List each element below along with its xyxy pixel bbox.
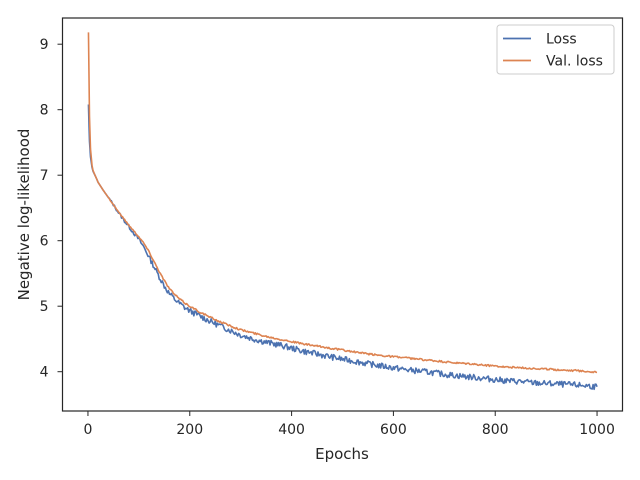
y-tick-label: 8 — [40, 103, 49, 119]
x-tick-label: 1000 — [579, 422, 615, 438]
legend-label-loss: Loss — [546, 32, 577, 48]
y-tick-label: 4 — [40, 365, 49, 381]
y-tick-label: 6 — [40, 234, 49, 250]
y-axis-label: Negative log-likelihood — [15, 129, 33, 301]
legend-label-val-loss: Val. loss — [546, 54, 603, 70]
y-tick-label: 9 — [40, 37, 49, 53]
x-tick-label: 600 — [380, 422, 407, 438]
x-tick-label: 400 — [278, 422, 305, 438]
y-axis-ticks: 4 5 6 7 8 9 — [40, 37, 63, 381]
x-tick-label: 200 — [176, 422, 203, 438]
y-tick-label: 7 — [40, 168, 49, 184]
x-axis-ticks: 0 200 400 600 800 1000 — [83, 411, 615, 438]
legend-box — [496, 24, 615, 75]
series-line-val-loss — [87, 32, 598, 374]
y-tick-label: 5 — [40, 299, 49, 315]
x-axis-label: Epochs — [315, 445, 369, 463]
plot-area — [87, 32, 598, 391]
plot-frame — [61, 17, 624, 412]
series-line-loss — [87, 104, 598, 391]
x-tick-label: 0 — [83, 422, 92, 438]
legend: Loss Val. loss — [496, 24, 615, 75]
x-tick-label: 800 — [482, 422, 509, 438]
